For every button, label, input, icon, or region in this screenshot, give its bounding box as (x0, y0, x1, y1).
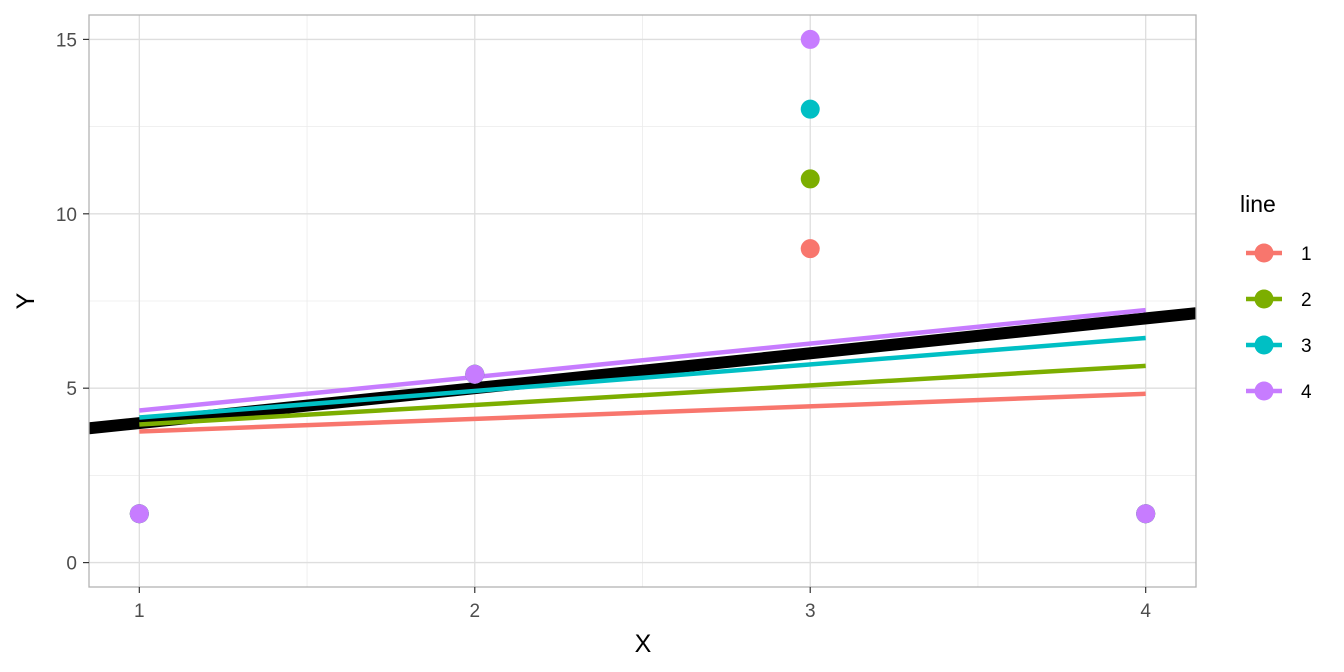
legend-label-3: 3 (1301, 336, 1312, 357)
legend: line 1 2 3 4 (1240, 191, 1312, 403)
x-tick-label: 3 (805, 601, 816, 622)
legend-key-point-2 (1254, 289, 1274, 309)
grid (89, 15, 1196, 587)
x-tick-label: 2 (469, 601, 480, 622)
legend-key-point-1 (1254, 243, 1274, 263)
fit-line-1 (139, 391, 1146, 434)
legend-label-4: 4 (1301, 382, 1312, 403)
data-point-1 (800, 239, 820, 259)
x-tick-label: 4 (1140, 601, 1151, 622)
data-point-4 (800, 29, 820, 49)
y-tick-label: 5 (66, 379, 77, 400)
data-points (129, 29, 1156, 524)
y-axis-title: Y (12, 292, 40, 309)
data-point-3 (800, 99, 820, 119)
fit-line-2 (139, 363, 1146, 427)
legend-label-2: 2 (1301, 290, 1312, 311)
y-tick-label: 0 (66, 554, 77, 575)
panel-border (88, 14, 1197, 588)
data-point-2 (800, 169, 820, 189)
fit-line-3 (139, 335, 1146, 420)
legend-label-1: 1 (1301, 244, 1312, 265)
data-point-4 (465, 364, 485, 384)
y-tick-label: 10 (56, 205, 77, 226)
y-tick-label: 15 (56, 30, 77, 51)
legend-title: line (1240, 191, 1276, 217)
axis-ticks: 1 2 3 4 0 5 10 15 (56, 30, 1152, 622)
data-point-4 (1136, 504, 1156, 524)
fit-line-4 (139, 307, 1146, 413)
data-point-4 (129, 504, 149, 524)
x-tick-label: 1 (134, 601, 145, 622)
legend-key-point-4 (1254, 381, 1274, 401)
x-axis-title: X (635, 630, 652, 658)
legend-key-point-3 (1254, 335, 1274, 355)
fit-lines (89, 307, 1196, 435)
